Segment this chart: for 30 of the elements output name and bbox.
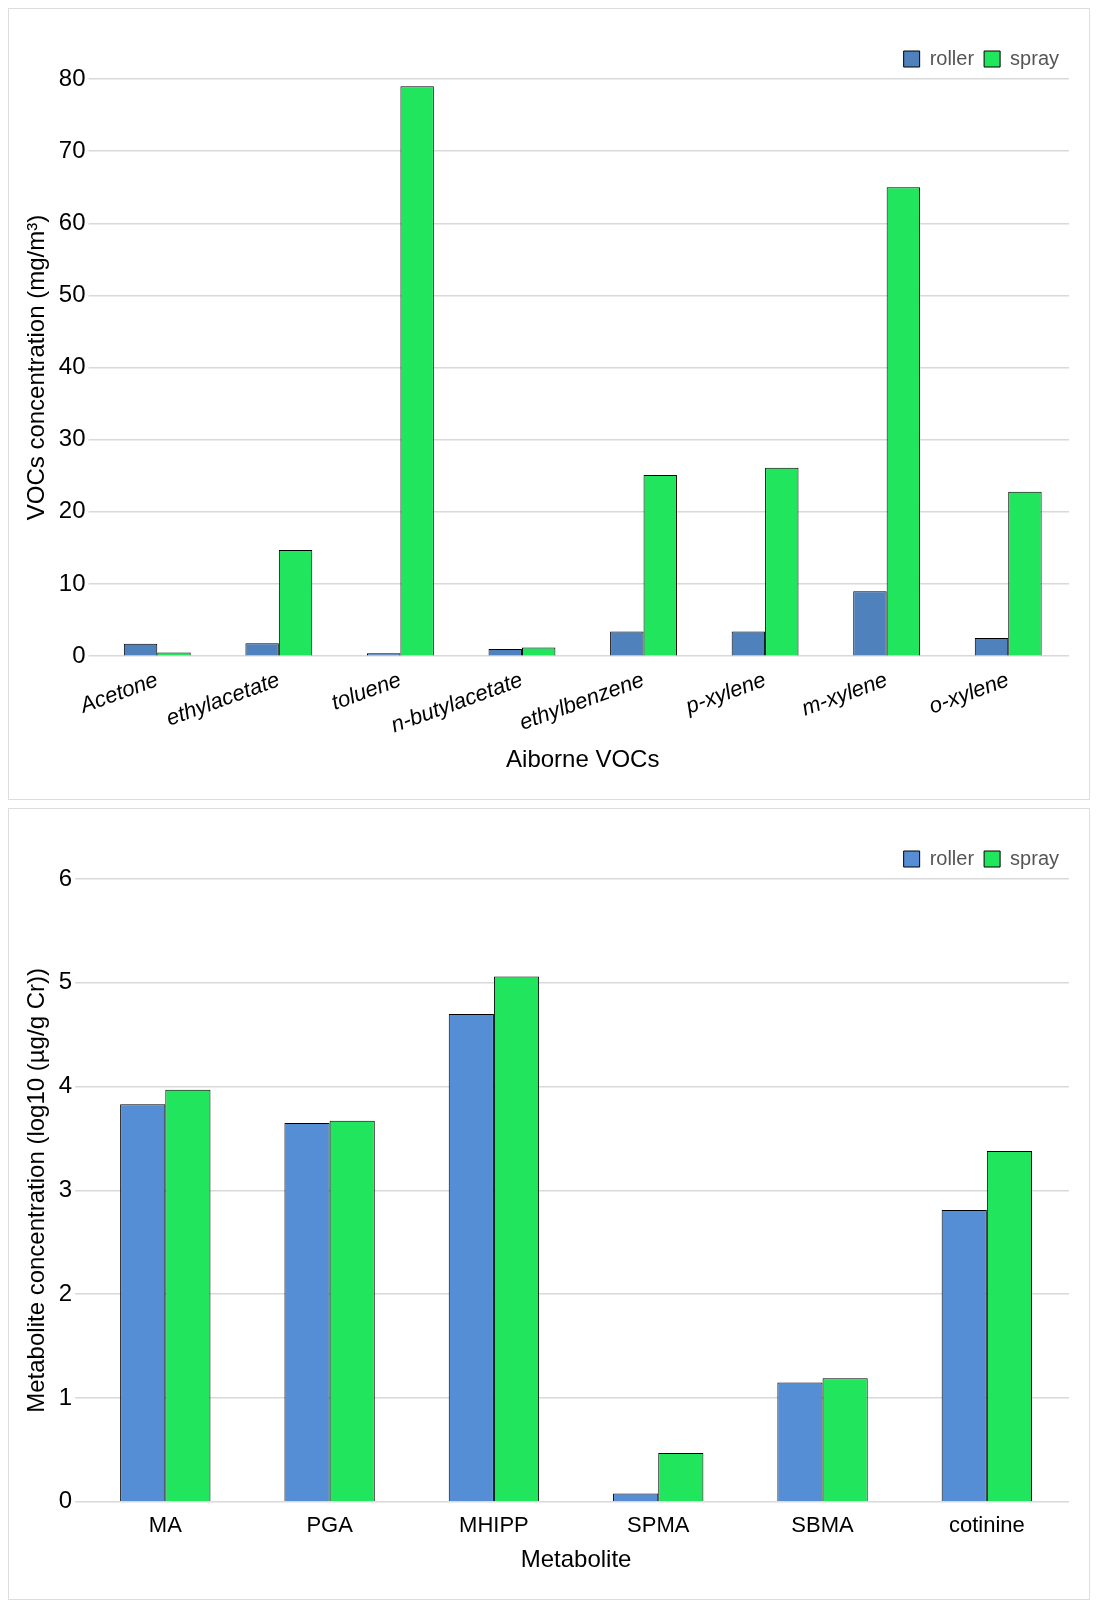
y-tick-label: 1: [58, 1382, 73, 1410]
y-tick-label: 40: [58, 352, 86, 380]
y-tick-label: 4: [58, 1071, 73, 1099]
y-tick-label: 5: [58, 967, 73, 995]
y-tick-label: 3: [58, 1175, 73, 1203]
x-axis-title: Metabolite: [520, 1545, 632, 1573]
y-tick-label: 10: [58, 568, 86, 596]
legend-label: roller: [929, 46, 975, 69]
x-tick-label: SPMA: [627, 1512, 690, 1538]
x-axis-title: Aiborne VOCs: [506, 745, 660, 773]
legend-label: spray: [1010, 846, 1059, 869]
y-tick-label: 0: [58, 1486, 73, 1514]
x-tick-label: PGA: [306, 1512, 354, 1538]
x-tick-label: MA: [148, 1512, 183, 1538]
y-tick-label: 0: [72, 640, 86, 668]
y-tick-label: 2: [58, 1278, 73, 1306]
y-axis-title: Metabolite concentration (log10 (µg/g Cr)): [22, 968, 50, 1413]
y-tick-label: 80: [58, 63, 86, 91]
x-tick-label: cotinine: [948, 1512, 1025, 1538]
y-tick-label: 6: [58, 863, 73, 891]
y-tick-label: 60: [58, 207, 86, 235]
x-tick-label: MHIPP: [459, 1512, 529, 1538]
legend-label: spray: [1010, 46, 1059, 69]
y-tick-label: 50: [58, 280, 86, 308]
x-tick-label: SBMA: [791, 1512, 855, 1538]
y-axis-title: VOCs concentration (mg/m³): [22, 214, 50, 521]
y-tick-label: 30: [58, 424, 86, 452]
legend-label: roller: [929, 846, 975, 869]
y-tick-label: 70: [58, 135, 86, 163]
y-tick-label: 20: [58, 496, 86, 524]
